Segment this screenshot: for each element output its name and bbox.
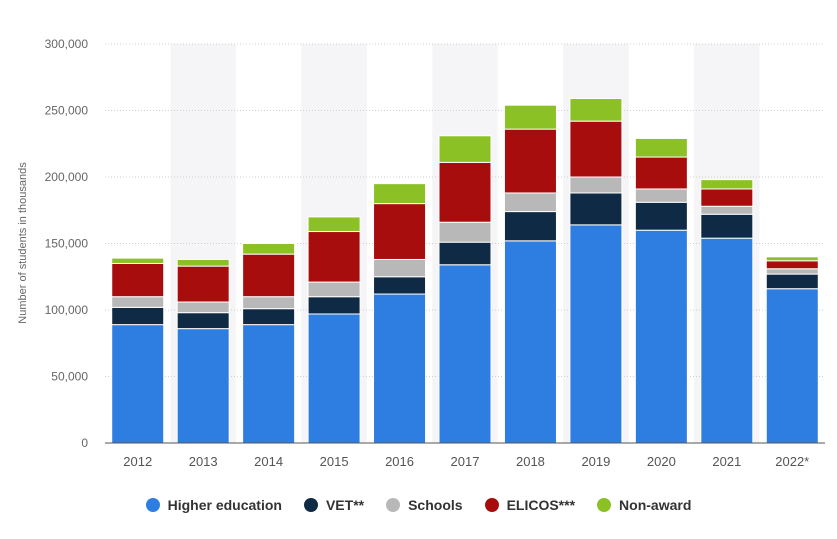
- legend-swatch: [484, 498, 499, 512]
- x-tick-label: 2018: [516, 454, 545, 469]
- y-tick-label: 200,000: [45, 170, 89, 184]
- bar-segment: [700, 188, 754, 207]
- x-tick-label: 2015: [320, 454, 349, 469]
- bar-segment: [373, 258, 427, 278]
- legend-swatch: [386, 498, 401, 512]
- bar-segment: [569, 176, 623, 194]
- legend-item[interactable]: Higher education: [145, 497, 282, 513]
- legend-item[interactable]: VET**: [303, 497, 365, 513]
- bar-segment: [438, 241, 492, 266]
- bar-segment: [111, 324, 165, 444]
- x-tick-label: 2020: [647, 454, 676, 469]
- x-tick-label: 2013: [189, 454, 218, 469]
- bar-segment: [765, 273, 819, 290]
- bar-segment: [438, 135, 492, 163]
- legend-item[interactable]: ELICOS***: [484, 497, 576, 513]
- bar-segment: [438, 221, 492, 243]
- bar-segment: [700, 205, 754, 215]
- x-tick-label: 2016: [385, 454, 414, 469]
- legend-label: ELICOS***: [506, 497, 576, 513]
- legend-label: Non-award: [619, 497, 692, 513]
- legend-item[interactable]: Non-award: [597, 497, 691, 513]
- bar-segment: [111, 296, 165, 308]
- bar-segment: [503, 128, 557, 194]
- bar-segment: [373, 293, 427, 444]
- legend-label: Schools: [408, 497, 463, 513]
- y-axis-label: Number of students in thousands: [17, 162, 29, 324]
- bar-segment: [438, 264, 492, 444]
- bar-segment: [700, 179, 754, 190]
- stacked-bar-chart: 0 50,000 100,000 150,000 200,000 250,000 300,0…: [17, 37, 825, 469]
- bar-segment: [176, 301, 230, 314]
- bar-segment: [634, 201, 688, 231]
- bar-segment: [242, 324, 296, 444]
- bar-segment: [373, 183, 427, 205]
- bar-segment: [373, 203, 427, 260]
- y-tick-label: 300,000: [45, 37, 89, 51]
- bar-segment: [765, 260, 819, 270]
- bar-segment: [307, 313, 361, 444]
- legend-swatch: [597, 498, 612, 512]
- legend-label: VET**: [325, 497, 365, 513]
- bar-segment: [569, 120, 623, 178]
- bar-segment: [307, 231, 361, 283]
- bar-segment: [634, 188, 688, 203]
- bar-segment: [503, 211, 557, 242]
- bar-segment: [111, 257, 165, 264]
- bar-segment: [569, 192, 623, 226]
- bar-segment: [373, 276, 427, 295]
- y-tick-label: 50,000: [51, 370, 88, 384]
- y-tick-label: 100,000: [45, 303, 89, 317]
- chart-legend: Higher education VET** Schools ELICOS*** Non…: [0, 497, 837, 513]
- x-tick-label: 2014: [254, 454, 283, 469]
- bar-segment: [765, 256, 819, 262]
- bar-segment: [569, 98, 623, 122]
- bar-segment: [111, 262, 165, 298]
- bar-segment: [176, 265, 230, 303]
- bar-segment: [176, 312, 230, 330]
- legend-item[interactable]: Schools: [386, 497, 463, 513]
- y-tick-label: 150,000: [45, 237, 89, 251]
- bar-segment: [503, 240, 557, 444]
- bar-segment: [634, 229, 688, 444]
- bar-segment: [111, 306, 165, 326]
- bar-segment: [700, 213, 754, 239]
- bar-segment: [765, 268, 819, 275]
- bar-segment: [307, 281, 361, 298]
- legend-swatch: [145, 498, 160, 512]
- bar-segment: [765, 288, 819, 444]
- bar-segment: [700, 237, 754, 444]
- legend-label: Higher education: [167, 497, 282, 513]
- bar-segment: [503, 192, 557, 213]
- legend-swatch: [303, 498, 318, 512]
- bar-segment: [176, 328, 230, 444]
- x-tick-label: 2022*: [775, 454, 809, 469]
- x-tick-label: 2021: [712, 454, 741, 469]
- y-tick-label: 250,000: [45, 104, 89, 118]
- bar-segment: [634, 156, 688, 190]
- bar-segment: [176, 258, 230, 267]
- bar-segment: [569, 224, 623, 444]
- bar-segment: [242, 308, 296, 326]
- bar-segment: [634, 137, 688, 158]
- bar-segment: [242, 253, 296, 298]
- bar-segment: [307, 216, 361, 233]
- bar-segment: [438, 161, 492, 223]
- x-tick-label: 2017: [451, 454, 480, 469]
- bar-segment: [242, 243, 296, 255]
- bar-segment: [242, 296, 296, 310]
- x-tick-label: 2012: [123, 454, 152, 469]
- y-tick-label: 0: [81, 436, 88, 450]
- bar-segment: [503, 104, 557, 130]
- x-tick-label: 2019: [581, 454, 610, 469]
- bar-segment: [307, 296, 361, 315]
